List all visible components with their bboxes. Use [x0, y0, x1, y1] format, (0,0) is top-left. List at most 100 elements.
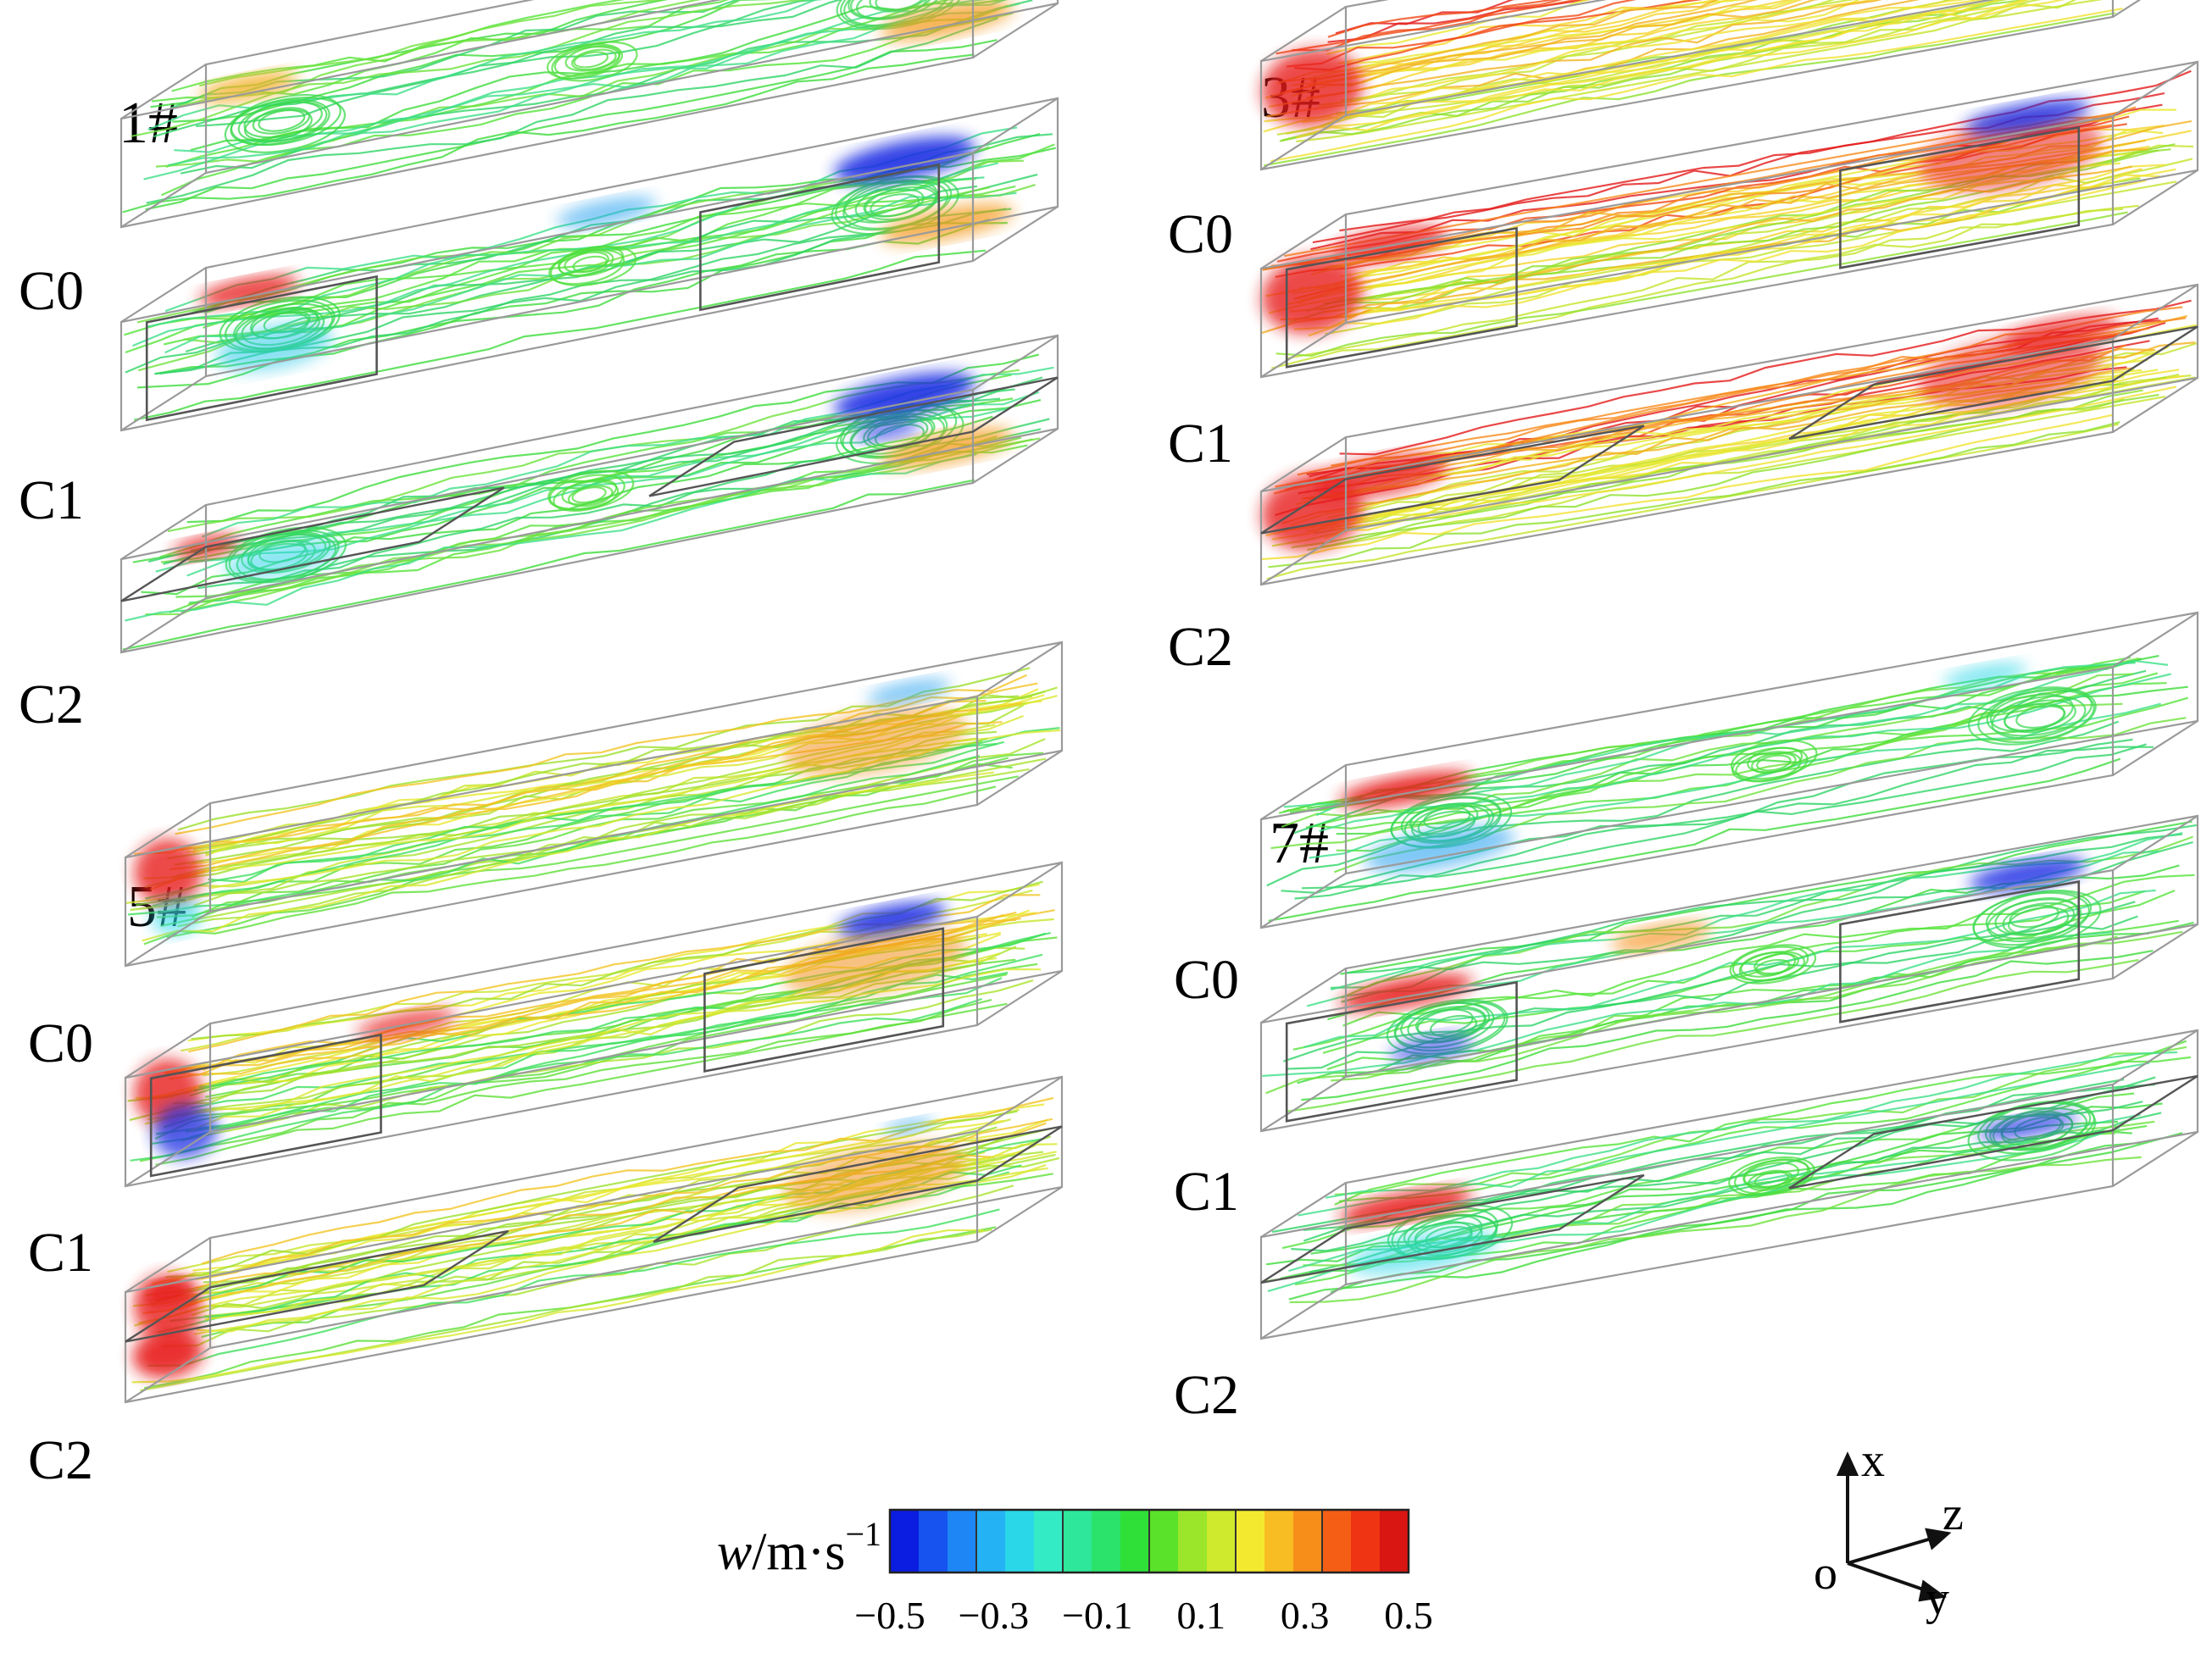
channel-edge [976, 970, 1063, 1026]
channel-box [1259, 611, 2199, 929]
case-label-3-C2: C2 [1168, 616, 1233, 678]
streamline [1287, 958, 2139, 1112]
streamline [1336, 0, 2008, 120]
obstacle-outline [1285, 980, 1518, 1123]
colorbar-swatch [948, 1510, 977, 1573]
streamline [181, 438, 1033, 613]
streamline [154, 973, 1008, 1140]
streamline [1340, 820, 2193, 975]
streamline [1335, 0, 1519, 35]
case-label-1-C1: C1 [19, 469, 84, 531]
colorbar-label: w/m·s−1 [717, 1515, 881, 1581]
streamline [1327, 0, 1556, 38]
velocity-region [1942, 663, 2027, 689]
streamline [147, 0, 818, 131]
streamline [1276, 0, 1581, 55]
obstacle-outline [149, 1033, 382, 1178]
colorbar-swatch [1149, 1510, 1179, 1573]
streamline [122, 479, 975, 651]
channel-box [1259, 283, 2199, 586]
baffle-plate [1788, 1074, 2198, 1190]
streamline [1264, 0, 1760, 99]
streamline [1730, 739, 1818, 780]
channel-edge [2112, 612, 2198, 668]
channel-edge [2112, 815, 2198, 871]
streamline [573, 51, 609, 69]
channel-edge [120, 64, 207, 119]
channel-back-face [1344, 0, 1995, 117]
channel-edge [1260, 530, 1347, 585]
colorbar-swatch [1351, 1510, 1381, 1573]
streamline [1280, 165, 2133, 320]
colorbar-tick-label: 0.5 [1384, 1594, 1433, 1637]
colorbar-swatch [1380, 1510, 1409, 1573]
case-label-7-C1: C1 [1174, 1161, 1239, 1223]
obstacle-outline [1839, 880, 2081, 1023]
colorbar-tick-label: −0.5 [854, 1594, 925, 1637]
axis-label-origin: o [1814, 1547, 1837, 1600]
streamline [243, 108, 313, 141]
streamline [1294, 743, 2147, 900]
streamline [1261, 413, 2114, 561]
velocity-region [837, 902, 947, 936]
streamline [547, 469, 635, 511]
streamline [167, 1108, 1020, 1273]
channel-edge [2112, 924, 2198, 979]
channel-edge [2112, 0, 2142, 18]
streamline [1325, 1051, 2178, 1199]
velocity-region [853, 419, 921, 441]
colorbar-swatch [1293, 1510, 1323, 1573]
colorbar-tick-label: −0.3 [959, 1594, 1029, 1637]
obstacle-outline [1839, 126, 2081, 269]
channel-edge [972, 97, 1059, 153]
channel-edge [125, 1131, 211, 1187]
streamline [224, 97, 346, 153]
streamline [166, 775, 1019, 939]
velocity-region [1389, 1033, 1474, 1064]
channel-edge [2112, 377, 2198, 433]
streamline [548, 248, 625, 286]
streamline [1324, 386, 2177, 540]
streamline [1268, 421, 2120, 569]
streamline [1296, 0, 2030, 139]
colorbar-swatch [1264, 1510, 1294, 1573]
channel-edge [1260, 322, 1347, 378]
streamline [1270, 8, 2123, 163]
colorbar-tick-label: −0.1 [1062, 1594, 1132, 1637]
streamline [1264, 12, 2116, 167]
case-label-7-C0: C0 [1174, 949, 1239, 1011]
streamline [125, 453, 977, 622]
streamline [1289, 1156, 2142, 1304]
streamline [131, 1229, 984, 1384]
channel-edge [2112, 720, 2198, 776]
velocity-region [134, 839, 203, 907]
colorbar-swatch [1120, 1510, 1150, 1573]
streamline [567, 485, 614, 508]
colorbar-swatch [1034, 1510, 1064, 1573]
colorbar-swatch [1092, 1510, 1121, 1573]
streamline [551, 41, 638, 82]
streamline [548, 474, 625, 510]
streamline [231, 93, 342, 146]
streamline [1301, 746, 2154, 890]
channel-edge [976, 641, 1063, 697]
velocity-region [153, 1103, 218, 1159]
streamline [1281, 0, 1759, 94]
streamline [848, 0, 943, 20]
colorbar-swatch [976, 1510, 1006, 1573]
streamline [177, 667, 1031, 831]
case-label-3-C0: C0 [1168, 203, 1233, 265]
streamline [1276, 211, 2128, 358]
colorbar-swatch [1063, 1510, 1092, 1573]
streamline [1281, 0, 2030, 141]
velocity-region [883, 1118, 934, 1135]
channel-edge [976, 1186, 1063, 1242]
streamline [1729, 944, 1817, 985]
channel-edge [976, 862, 1063, 918]
channel-edge [1260, 114, 1347, 170]
streamline [1320, 0, 1986, 107]
velocity-region [2003, 315, 2120, 352]
case-label-3-C1: C1 [1168, 413, 1233, 474]
streamline [143, 785, 997, 946]
streamline [1294, 179, 2147, 330]
